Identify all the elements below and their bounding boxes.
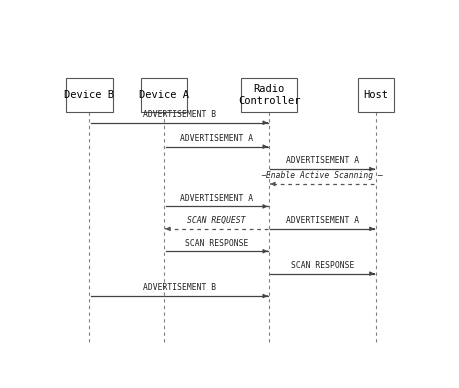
Bar (141, 78, 187, 112)
Text: Host: Host (363, 90, 388, 100)
Text: ADVERTISEMENT B: ADVERTISEMENT B (143, 284, 216, 293)
Bar (241, 78, 297, 112)
Text: SCAN RESPONSE: SCAN RESPONSE (185, 239, 248, 248)
Text: ADVERTISEMENT A: ADVERTISEMENT A (180, 194, 253, 203)
Text: Device B: Device B (64, 90, 114, 100)
Text: ADVERTISEMENT A: ADVERTISEMENT A (180, 134, 253, 143)
Text: Device A: Device A (139, 90, 189, 100)
Text: ADVERTISEMENT A: ADVERTISEMENT A (286, 156, 359, 165)
Text: SCAN RESPONSE: SCAN RESPONSE (291, 261, 354, 270)
Text: –Enable Active Scanning –: –Enable Active Scanning – (262, 171, 383, 180)
Text: ADVERTISEMENT A: ADVERTISEMENT A (286, 216, 359, 225)
Text: ADVERTISEMENT B: ADVERTISEMENT B (143, 110, 216, 119)
Text: Radio
Controller: Radio Controller (238, 84, 300, 106)
Text: SCAN REQUEST: SCAN REQUEST (187, 216, 246, 225)
Bar (66, 78, 112, 112)
Bar (358, 78, 393, 112)
